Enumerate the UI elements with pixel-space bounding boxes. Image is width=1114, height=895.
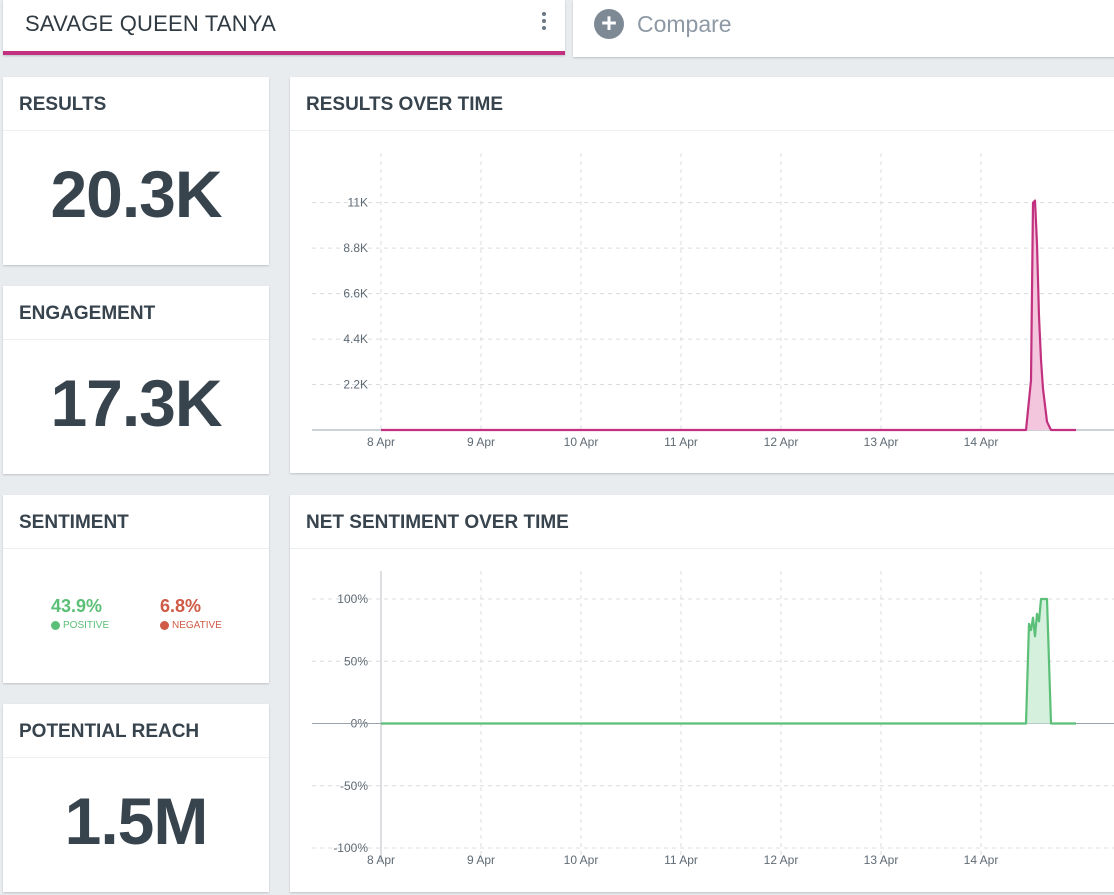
y-tick-label: 11K [348,196,368,210]
reach-title: POTENTIAL REACH [3,704,269,758]
y-tick-label: -50% [340,779,368,793]
compare-label: Compare [637,11,732,37]
results-title: RESULTS [3,77,269,131]
x-tick-label: 13 Apr [864,435,899,449]
y-tick-label: 50% [344,654,368,668]
sentiment-card: SENTIMENT 43.9% POSITIVE 6.8% NEGATIVE [3,495,269,683]
series-line [381,597,1076,725]
topic-tab[interactable]: SAVAGE QUEEN TANYA [3,0,565,55]
x-tick-label: 11 Apr [664,853,698,867]
series-area [381,200,1076,430]
x-tick-label: 8 Apr [367,853,395,867]
positive-value: 43.9% [51,596,103,616]
positive-label: POSITIVE [63,620,110,631]
reach-value: 1.5M [64,784,209,858]
positive-label-row: POSITIVE [51,620,109,631]
results-card: RESULTS 20.3K [3,77,269,265]
results-chart-card: RESULTS OVER TIME 2.2K 4.4K 6.6K 8.8K 11K 8 A… [290,77,1114,473]
x-tick-label: 11 Apr [664,435,698,449]
y-tick-label: 2.2K [343,378,368,392]
series-line [381,199,1076,432]
results-value: 20.3K [50,157,222,231]
results-over-time-chart: 2.2K 4.4K 6.6K 8.8K 11K 8 Apr 9 Apr 10 Apr 11 Ap… [312,153,1114,449]
positive-face-icon [51,621,60,630]
x-tick-label: 10 Apr [564,435,599,449]
x-tick-label: 12 Apr [764,853,799,867]
sentiment-chart-title: NET SENTIMENT OVER TIME [290,495,1114,549]
negative-face-icon [160,621,169,630]
x-tick-label: 8 Apr [367,435,395,449]
negative-label: NEGATIVE [172,620,222,631]
x-tick-label: 10 Apr [564,853,599,867]
y-tick-label: 8.8K [343,241,368,255]
results-chart-title: RESULTS OVER TIME [290,77,1114,131]
x-tick-label: 12 Apr [764,435,799,449]
engagement-title: ENGAGEMENT [3,286,269,340]
net-sentiment-chart: -100%-50%0%50%100%8 Apr 9 Apr 10 Apr 11 Apr… [312,571,1114,867]
x-tick-label: 14 Apr [964,853,999,867]
more-options-icon[interactable] [535,9,553,37]
y-tick-label: 100% [337,592,368,606]
x-tick-label: 9 Apr [467,435,495,449]
topic-name: SAVAGE QUEEN TANYA [25,11,276,36]
x-tick-label: 13 Apr [864,853,899,867]
sentiment-chart-card: NET SENTIMENT OVER TIME -100% -50% 0% 50% 10… [290,495,1114,892]
x-tick-label: 14 Apr [964,435,999,449]
reach-card: POTENTIAL REACH 1.5M [3,704,269,892]
engagement-card: ENGAGEMENT 17.3K [3,286,269,474]
engagement-value: 17.3K [50,366,222,440]
negative-label-row: NEGATIVE [160,620,222,631]
negative-value: 6.8% [160,596,202,616]
compare-tab[interactable]: + Compare [573,0,1114,57]
y-tick-label: -100% [333,841,368,855]
add-icon[interactable]: + [594,9,624,39]
y-tick-label: 4.4K [343,332,368,346]
x-tick-label: 9 Apr [467,853,495,867]
y-tick-label: 6.6K [343,287,368,301]
sentiment-title: SENTIMENT [3,495,269,549]
